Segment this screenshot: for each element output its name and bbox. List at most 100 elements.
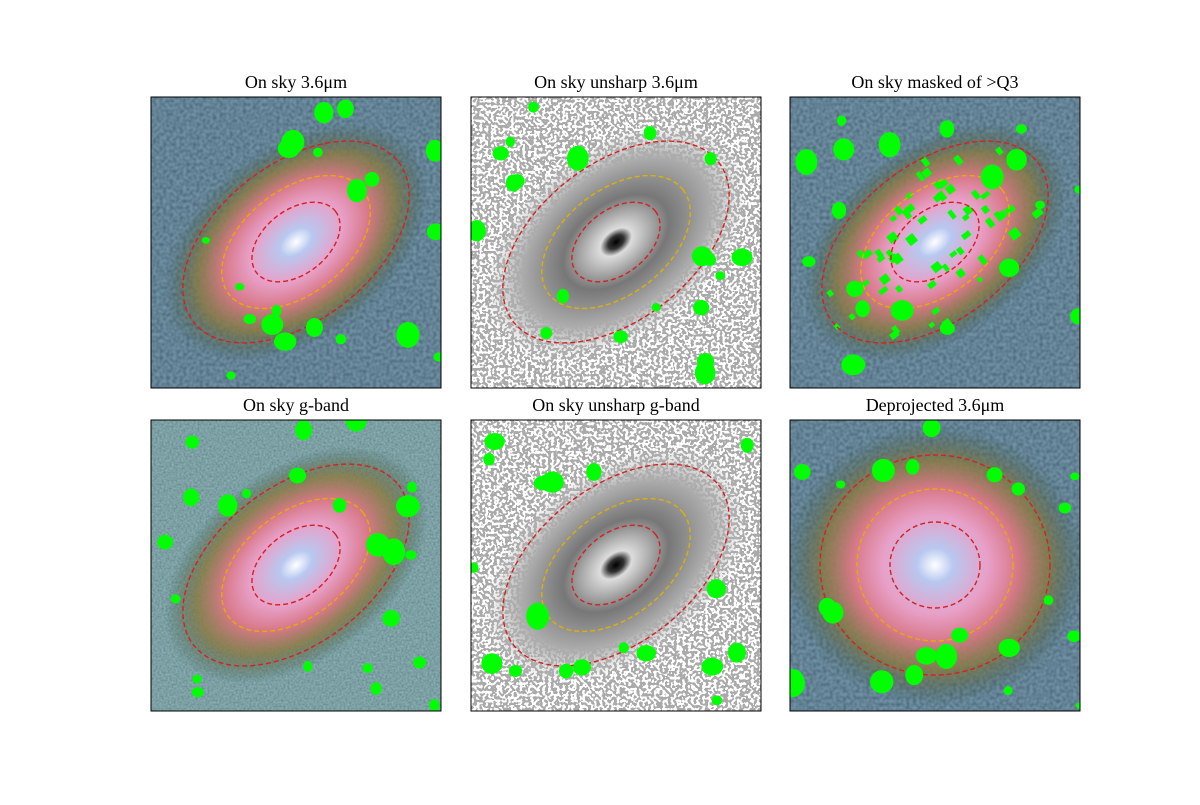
mask-blob — [818, 597, 837, 617]
mask-blob — [693, 299, 710, 316]
mask-pixel — [962, 204, 974, 216]
isophote — [856, 488, 1014, 642]
isophote — [221, 497, 371, 633]
mask-blob — [413, 656, 427, 669]
mask-blob — [618, 642, 629, 654]
mask-blob — [271, 304, 282, 317]
mask-blob — [484, 432, 505, 450]
mask-pixel — [915, 171, 926, 182]
mask-pixel — [928, 321, 936, 329]
mask-blob — [986, 467, 1003, 483]
isophote — [541, 174, 691, 310]
mask-blob — [192, 674, 202, 684]
mask-blob — [509, 174, 525, 188]
mask-pixel — [889, 329, 900, 341]
mask-pixel — [960, 230, 972, 241]
mask-blob — [1011, 482, 1025, 496]
mask-pixel — [980, 190, 991, 200]
panel-image — [151, 420, 441, 711]
mask-blob — [890, 300, 914, 321]
mask-blob — [831, 201, 847, 219]
mask-blob — [337, 99, 354, 119]
isophote — [571, 201, 661, 283]
mask-blob — [157, 534, 174, 550]
mask-blob — [433, 352, 441, 362]
mask-pixel — [953, 154, 964, 166]
mask-blob — [727, 642, 746, 663]
mask-blob — [999, 258, 1020, 278]
isophote — [541, 497, 691, 633]
mask-pixel — [904, 233, 919, 247]
mask-blob — [905, 664, 924, 686]
mask-pixel — [848, 313, 856, 321]
isophote — [502, 140, 730, 344]
panel-title: On sky unsharp 3.6μm — [534, 72, 698, 92]
isophote — [890, 201, 980, 283]
mask-blob — [471, 562, 479, 573]
mask-blob — [335, 333, 347, 345]
mask-blob — [951, 627, 969, 643]
mask-blob — [1015, 124, 1027, 134]
mask-pixel — [956, 246, 965, 256]
panel-frame — [470, 419, 762, 712]
panel-frame — [789, 419, 1081, 712]
mask-blob — [731, 248, 753, 267]
mask-blob — [586, 462, 602, 481]
mask-blob — [170, 594, 181, 604]
panel-frame — [789, 96, 1081, 389]
mask-blob — [701, 657, 724, 676]
panel-title: On sky unsharp g-band — [532, 395, 699, 415]
mask-blob — [613, 330, 628, 344]
mask-blob — [1006, 148, 1027, 171]
mask-blob — [793, 464, 811, 480]
mask-pixel — [977, 254, 988, 266]
mask-pixel — [932, 192, 944, 203]
galaxy — [790, 425, 1080, 705]
mask-blob — [802, 256, 816, 268]
mask-blob — [362, 663, 373, 674]
mask-pixel — [944, 183, 957, 195]
mask-blob — [833, 138, 855, 161]
mask-pixel — [961, 213, 970, 222]
mask-pixel — [1003, 204, 1016, 216]
mask-blob — [218, 494, 238, 517]
mask-blob — [939, 120, 955, 138]
mask-blob — [636, 645, 657, 662]
mask-blob — [314, 101, 334, 124]
mask-blob — [261, 314, 284, 336]
mask-blob — [1043, 595, 1054, 606]
mask-blob — [573, 659, 591, 676]
panel-image — [790, 420, 1080, 711]
mask-pixel — [970, 189, 981, 200]
isophote — [182, 463, 410, 667]
mask-blob — [922, 420, 941, 438]
mask-pixel — [893, 205, 904, 216]
mask-blob — [790, 669, 805, 698]
panel-frame — [150, 419, 442, 712]
mask-blob — [528, 101, 539, 113]
isophote — [889, 521, 981, 609]
mask-blob — [429, 699, 440, 711]
panel-image — [471, 420, 761, 711]
isophote — [182, 140, 410, 344]
galaxy — [484, 446, 748, 684]
mask-blob — [483, 452, 495, 466]
mask-blob — [711, 695, 723, 706]
mask-blob — [694, 361, 716, 385]
mask-blob — [305, 318, 323, 337]
mask-pixel — [878, 273, 891, 286]
panel-title: Deprojected 3.6μm — [866, 395, 1005, 415]
mask-blob — [846, 280, 864, 298]
panel-image — [471, 97, 761, 388]
mask-blob — [915, 646, 937, 665]
mask-pixel — [933, 178, 946, 190]
mask-pixel — [920, 156, 931, 168]
mask-pixel — [917, 215, 928, 225]
mask-blob — [273, 332, 297, 351]
mask-blob — [540, 327, 553, 340]
mask-pixel — [976, 276, 984, 283]
mask-blob — [939, 321, 955, 335]
isophote — [571, 524, 661, 606]
mask-blob — [855, 300, 870, 318]
mask-blob — [303, 660, 313, 672]
